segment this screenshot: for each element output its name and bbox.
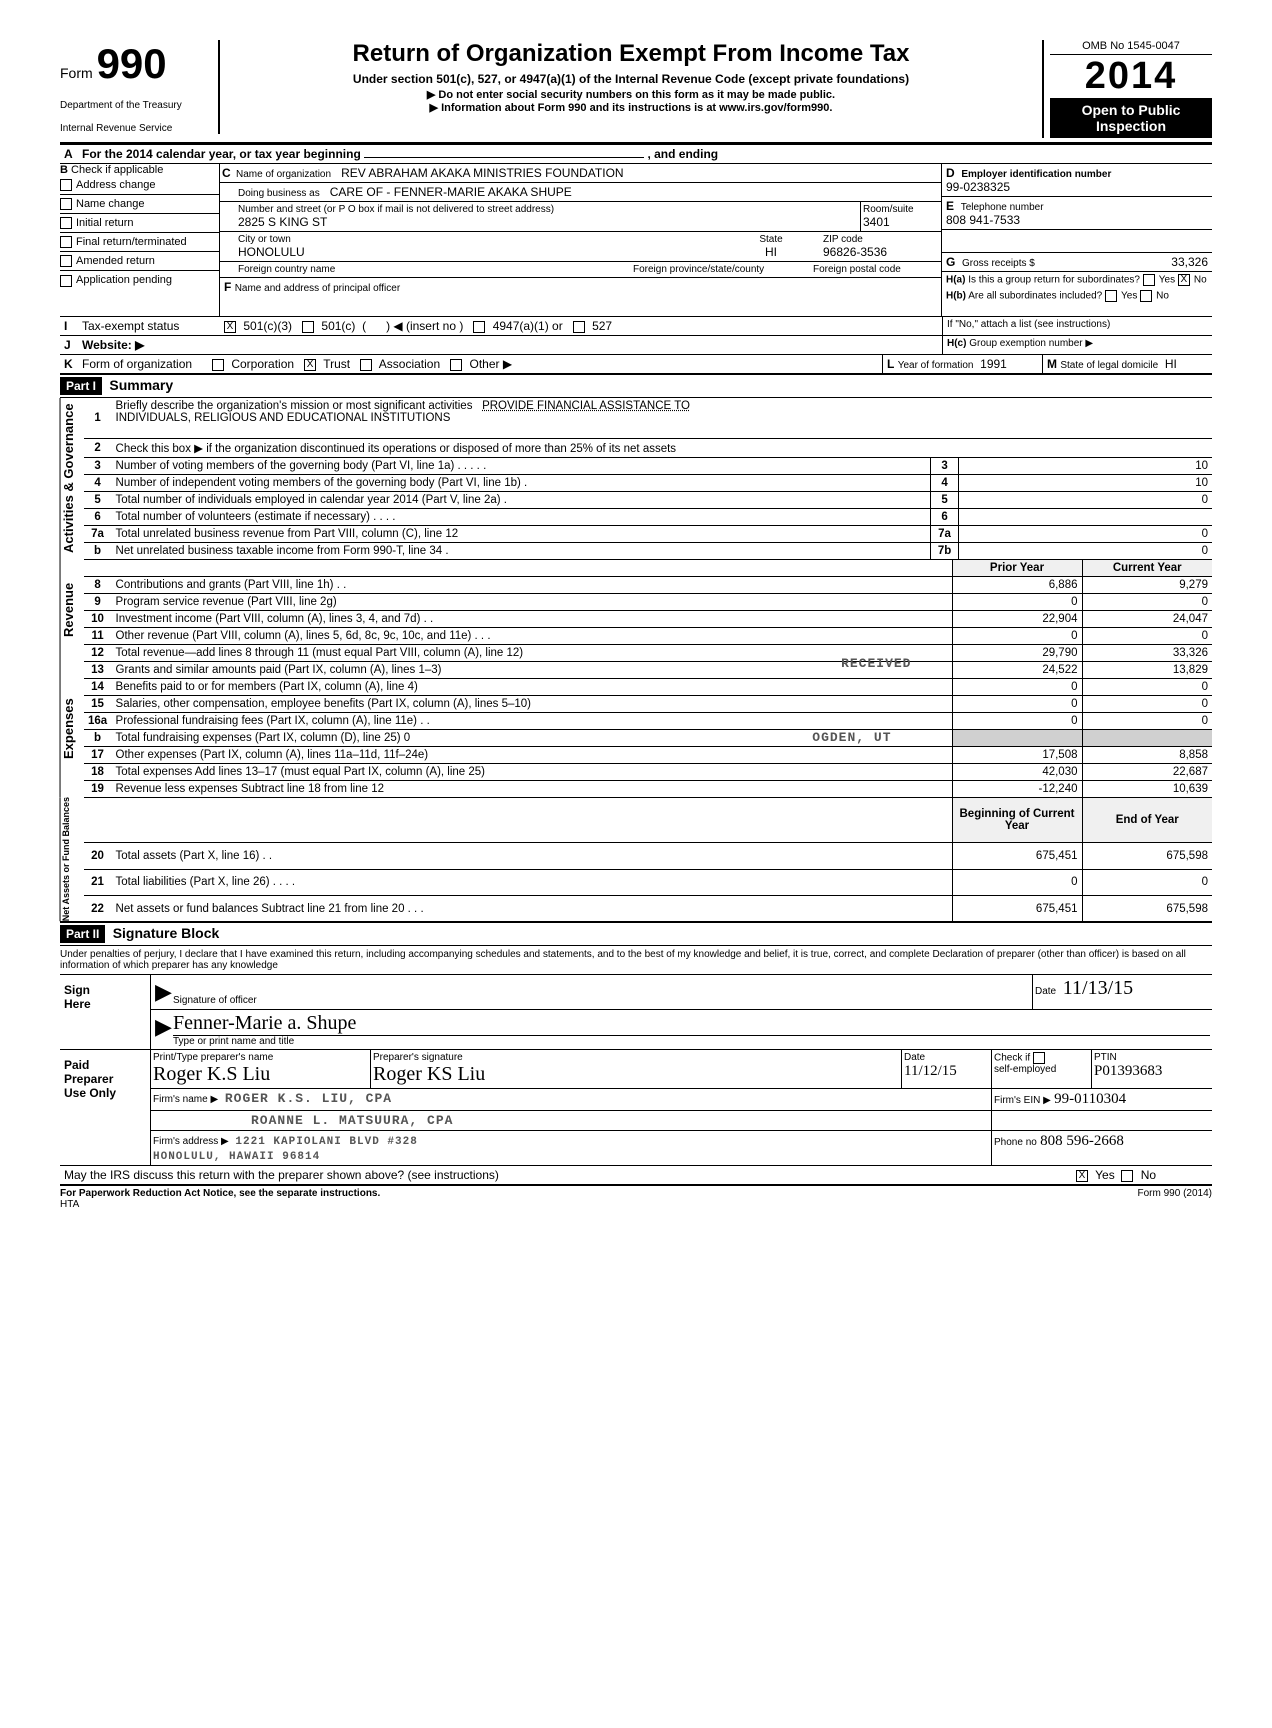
zip: 96826-3536 [823, 245, 939, 259]
firm-ein: 99-0110304 [1054, 1091, 1126, 1107]
chk-name-change[interactable] [60, 198, 72, 210]
irs-discuss: May the IRS discuss this return with the… [60, 1166, 1072, 1184]
l6-val [959, 509, 1212, 526]
vert-revenue: Revenue [60, 559, 84, 661]
dept-treasury: Department of the Treasury [60, 100, 206, 111]
firm-phone: 808 596-2668 [1040, 1133, 1124, 1149]
mission-2: INDIVIDUALS, RELIGIOUS AND EDUCATIONAL I… [116, 412, 451, 424]
section-b: B Check if applicable Address change Nam… [60, 164, 220, 316]
l3-val: 10 [959, 458, 1212, 475]
chk-initial-return[interactable] [60, 217, 72, 229]
gross-receipts: 33,326 [1171, 255, 1208, 269]
chk-address-change[interactable] [60, 179, 72, 191]
chk-amended[interactable] [60, 255, 72, 267]
ein: 99-0238325 [946, 180, 1010, 194]
street-address: 2825 S KING ST [238, 215, 842, 229]
l5-val: 0 [959, 492, 1212, 509]
b-label: Check if applicable [71, 164, 163, 176]
penalty-text: Under penalties of perjury, I declare th… [60, 945, 1212, 974]
part1-title: Summary [109, 377, 173, 393]
l4-val: 10 [959, 475, 1212, 492]
dept-irs: Internal Revenue Service [60, 123, 206, 134]
phone: 808 941-7533 [946, 213, 1020, 227]
org-name: REV ABRAHAM AKAKA MINISTRIES FOUNDATION [341, 166, 624, 180]
officer-signature: Fenner-Marie a. Shupe [173, 1012, 1210, 1035]
irs-yes-chk[interactable]: X [1076, 1170, 1088, 1182]
vert-netassets: Net Assets or Fund Balances [60, 797, 84, 921]
state: HI [723, 245, 819, 259]
state-domicile: HI [1165, 357, 1177, 371]
ogden-stamp: OGDEN, UT [812, 730, 891, 745]
f-label: Name and address of principal officer [235, 283, 400, 294]
hta: HTA [60, 1199, 1212, 1210]
tax-year: 2014 [1050, 55, 1212, 98]
preparer-date: 11/12/15 [904, 1063, 989, 1080]
dba: CARE OF - FENNER-MARIE AKAKA SHUPE [330, 185, 572, 199]
omb-number: OMB No 1545-0047 [1050, 40, 1212, 55]
part1-hdr: Part I [60, 377, 102, 395]
l7a-val: 0 [959, 526, 1212, 543]
mission-1: PROVIDE FINANCIAL ASSISTANCE TO [482, 400, 690, 412]
vert-governance: Activities & Governance [60, 398, 84, 559]
sub3: Information about Form 990 and its instr… [441, 102, 832, 114]
ptin: P01393683 [1094, 1063, 1210, 1080]
form-label: Form [60, 65, 93, 81]
sign-date: 11/13/15 [1063, 977, 1133, 999]
received-stamp: RECEIVED [841, 656, 911, 671]
chk-501c3[interactable]: X [224, 321, 236, 333]
firm-name: ROGER K.S. LIU, CPA [225, 1091, 392, 1106]
chk-application-pending[interactable] [60, 275, 72, 287]
sub2: Do not enter social security numbers on … [438, 89, 835, 101]
form-header: Form 990 Department of the Treasury Inte… [60, 40, 1212, 138]
line-a-end: , and ending [647, 147, 718, 161]
city: HONOLULU [238, 245, 703, 259]
subtitle: Under section 501(c), 527, or 4947(a)(1)… [238, 72, 1024, 86]
form-number: 990 [97, 40, 167, 87]
open-public-2: Inspection [1096, 118, 1166, 134]
chk-trust[interactable]: X [304, 359, 316, 371]
year-formation: 1991 [980, 357, 1007, 371]
open-public-1: Open to Public [1082, 102, 1181, 118]
ha-no-checked[interactable]: X [1178, 274, 1190, 286]
line-a: For the 2014 calendar year, or tax year … [82, 147, 361, 161]
section-c: CName of organization REV ABRAHAM AKAKA … [220, 164, 942, 316]
section-deg: D Employer identification number99-02383… [942, 164, 1212, 316]
l7b-val: 0 [959, 543, 1212, 560]
form-footer: Form 990 (2014) [1138, 1188, 1212, 1199]
preparer-name: Roger K.S Liu [153, 1063, 368, 1086]
part2-hdr: Part II [60, 925, 105, 943]
part2-title: Signature Block [113, 925, 220, 941]
main-title: Return of Organization Exempt From Incom… [238, 40, 1024, 68]
room-suite: 3401 [863, 215, 939, 229]
chk-final-return[interactable] [60, 236, 72, 248]
paperwork-notice: For Paperwork Reduction Act Notice, see … [60, 1188, 380, 1199]
vert-expenses: Expenses [60, 661, 84, 797]
firm-name-2: ROANNE L. MATSUURA, CPA [251, 1113, 453, 1128]
preparer-sig: Roger KS Liu [373, 1063, 899, 1086]
website: Website: ▶ [78, 336, 942, 354]
